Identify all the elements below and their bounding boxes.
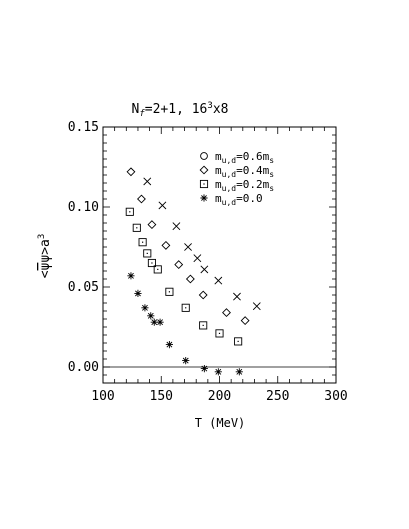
point-diamond <box>126 167 136 177</box>
point-square <box>165 287 174 296</box>
point-x <box>172 222 181 231</box>
y-tick-label: 0.00 <box>68 360 99 375</box>
point-x <box>200 265 209 274</box>
point-square <box>199 321 208 330</box>
point-square <box>143 249 152 258</box>
point-diamond <box>174 260 184 270</box>
point-asterisk <box>200 365 208 373</box>
x-axis-label: T (MeV) <box>195 416 246 430</box>
point-diamond <box>222 308 231 318</box>
point-square <box>181 303 190 312</box>
point-x <box>143 177 152 186</box>
point-x <box>214 276 223 285</box>
title-subscript: f <box>139 109 145 119</box>
legend-label: mu,d=0.0 <box>215 192 263 207</box>
legend-marker <box>200 194 208 202</box>
point-diamond <box>161 240 171 250</box>
point-diamond <box>198 290 208 300</box>
point-diamond <box>185 274 195 284</box>
point-square <box>234 337 243 346</box>
title-superscript: 3 <box>207 101 212 111</box>
point-asterisk <box>156 318 164 326</box>
legend-marker <box>199 179 209 189</box>
title-part: N <box>132 102 140 117</box>
point-diamond <box>137 194 146 204</box>
ylabel-part: < <box>38 270 53 278</box>
point-square <box>147 258 156 268</box>
point-asterisk <box>127 272 135 280</box>
legend-label: mu,d=0.6ms <box>215 150 274 165</box>
point-square <box>153 265 162 274</box>
x-tick-label: 250 <box>266 389 289 404</box>
y-tick-label: 0.15 <box>68 120 99 135</box>
point-asterisk <box>235 368 243 376</box>
x-tick-label: 100 <box>91 389 114 404</box>
point-asterisk <box>150 318 158 326</box>
point-square <box>125 207 134 216</box>
chart-title: Nf=2+1, 163x8 <box>132 101 229 119</box>
legend-label: mu,d=0.4ms <box>215 164 274 179</box>
legend-marker <box>199 165 209 175</box>
point-asterisk <box>141 304 149 312</box>
y-tick-label: 0.10 <box>68 200 99 215</box>
point-x <box>233 292 241 301</box>
title-part: =2+1, 16 <box>145 102 208 117</box>
point-diamond <box>147 220 157 230</box>
point-square <box>132 223 141 232</box>
point-x <box>158 201 167 210</box>
data-points <box>125 167 261 376</box>
point-x <box>252 302 261 311</box>
x-tick-label: 200 <box>208 389 231 404</box>
point-diamond <box>240 316 250 326</box>
svg-text:<ψψ>a3: <ψψ>a3 <box>37 234 53 279</box>
axis-ticks <box>102 126 337 384</box>
legend-marker <box>200 152 208 160</box>
ylabel-psi: ψ <box>38 255 53 263</box>
ylabel-part: >a <box>38 239 53 255</box>
point-asterisk <box>147 312 155 320</box>
title-part: x8 <box>213 102 229 117</box>
ylabel-psi-bar: ψ <box>38 263 53 271</box>
point-asterisk <box>165 341 174 349</box>
point-asterisk <box>214 368 222 376</box>
ylabel-superscript: 3 <box>37 234 47 239</box>
x-tick-label: 150 <box>150 389 173 404</box>
x-tick-label: 300 <box>324 389 347 404</box>
point-x <box>184 243 192 251</box>
point-square <box>138 238 147 247</box>
point-square <box>215 329 224 338</box>
point-asterisk <box>182 357 190 365</box>
y-tick-label: 0.05 <box>68 280 99 295</box>
point-x <box>193 254 202 263</box>
y-axis-label: <ψψ>a3 <box>37 234 53 279</box>
tick-labels: 100 150 200 250 300 0.00 0.05 0.10 0.15 <box>68 120 348 404</box>
legend-label: mu,d=0.2ms <box>215 178 274 193</box>
point-asterisk <box>134 289 142 297</box>
